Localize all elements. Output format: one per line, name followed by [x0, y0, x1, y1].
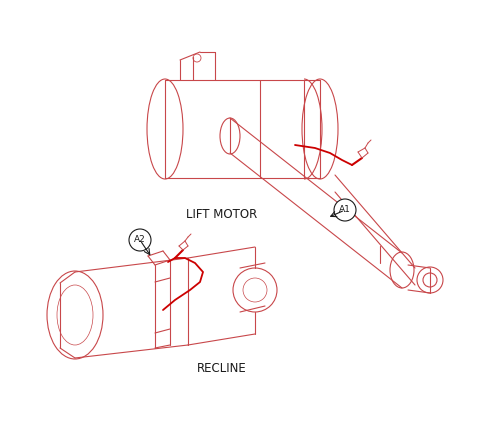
Text: A2: A2	[134, 236, 146, 244]
Circle shape	[129, 229, 151, 251]
Text: LIFT MOTOR: LIFT MOTOR	[186, 208, 258, 221]
Text: RECLINE: RECLINE	[197, 362, 247, 375]
Circle shape	[334, 199, 356, 221]
Text: A1: A1	[339, 206, 351, 214]
